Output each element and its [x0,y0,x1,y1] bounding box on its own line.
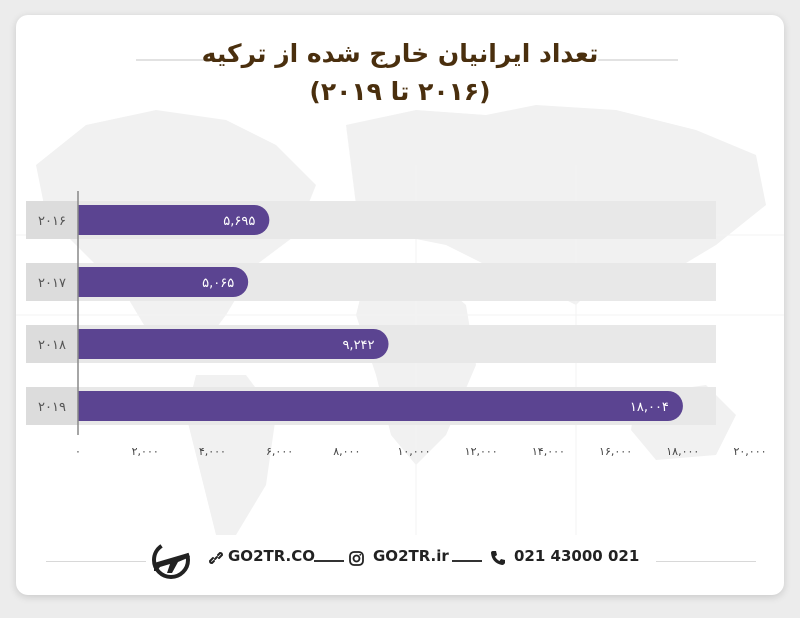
bar [78,391,683,421]
bar [78,329,389,359]
value-label: ۵,۶۹۵ [223,214,255,229]
x-tick-label: ۱۸,۰۰۰ [666,445,699,458]
link-icon [209,551,223,565]
x-tick-label: ۱۴,۰۰۰ [532,445,565,458]
chart-title: تعداد ایرانیان خارج شده از ترکیه [201,39,599,68]
phone-number[interactable]: 021 43000 021 [514,547,640,565]
chart-subtitle: (۲۰۱۶ تا ۲۰۱۹) [309,77,491,106]
footer-separator-2 [452,560,482,562]
x-tick-label: ۲۰,۰۰۰ [733,445,766,458]
category-label: ۲۰۱۹ [38,400,66,415]
category-cell [26,325,78,363]
category-cell [26,201,78,239]
bar [78,205,270,235]
value-label: ۵,۰۶۵ [202,276,234,291]
title-rule-right [598,59,678,61]
bar [78,267,249,297]
x-tick-label: ۱۲,۰۰۰ [465,445,498,458]
chart-card: تعداد ایرانیان خارج شده از ترکیه (۲۰۱۶ ت… [16,15,784,595]
x-tick-label: ۱۶,۰۰۰ [599,445,632,458]
instagram-link[interactable]: GO2TR.ir [373,547,449,565]
x-tick-label: ۲,۰۰۰ [132,445,159,458]
website-link[interactable]: GO2TR.CO [228,547,316,565]
phone-icon [491,551,505,565]
instagram-icon [349,551,364,566]
value-label: ۱۸,۰۰۴ [630,400,669,415]
footer-rule-left [46,561,146,562]
bar-chart: ۲۰۱۶ ۵,۶۹۵ ۲۰۱۷ ۵,۰۶۵ ۲۰۱۸ ۹,۲۴۲ ۲۰۱۹ ۱۸,۰۰۴ ۰ ۲,… [26,191,767,458]
x-tick-label: ۱۰,۰۰۰ [397,445,430,458]
x-tick-label: ۴,۰۰۰ [199,445,226,458]
value-label: ۹,۲۴۲ [342,338,374,353]
category-cell [26,387,78,425]
x-tick-label: ۰ [75,445,81,458]
x-tick-label: ۶,۰۰۰ [266,445,293,458]
footer-rule-right [656,561,756,562]
title-rule-left [136,59,211,61]
category-label: ۲۰۱۷ [38,276,66,291]
category-cell [26,263,78,301]
x-tick-label: ۸,۰۰۰ [333,445,360,458]
category-label: ۲۰۱۸ [38,338,66,353]
category-label: ۲۰۱۶ [38,214,66,229]
footer-separator-1 [314,560,344,562]
airplane-logo-icon [152,541,190,579]
